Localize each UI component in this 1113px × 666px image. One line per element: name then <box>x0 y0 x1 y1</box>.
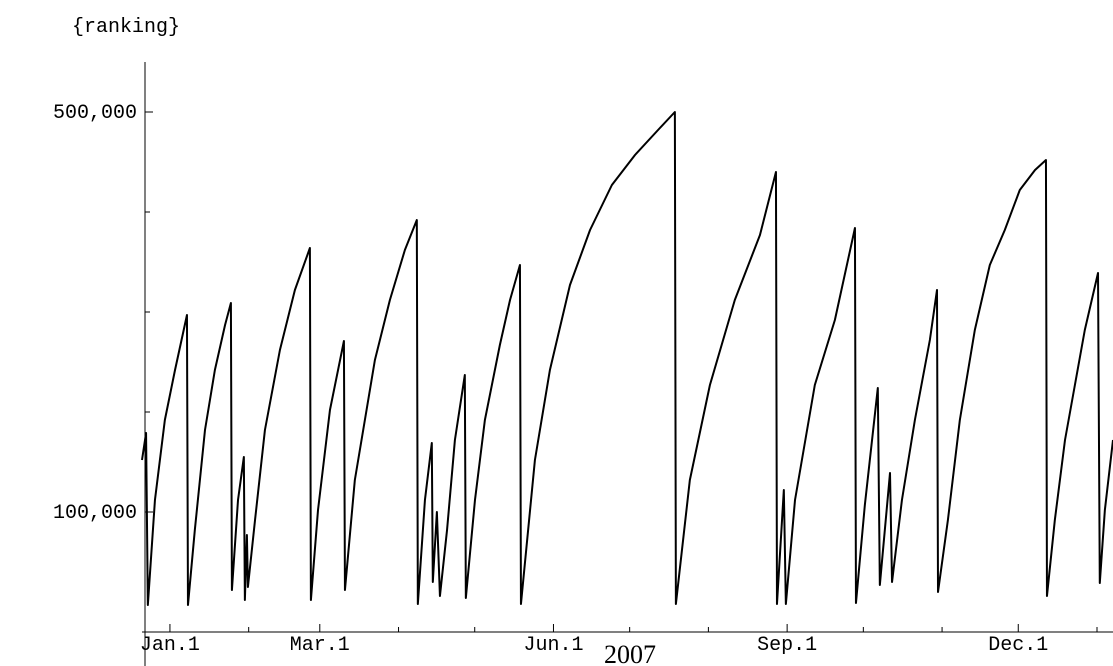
chart-title: {ranking} <box>72 16 180 39</box>
y-tick-label: 100,000 <box>53 502 137 525</box>
x-tick-label: Jun.1 <box>523 634 583 657</box>
x-tick-label: Dec.1 <box>988 634 1048 657</box>
data-line <box>141 111 1113 606</box>
x-tick-label: Jan.1 <box>140 634 200 657</box>
x-axis-label: 2007 <box>604 640 656 666</box>
x-tick-label: Mar.1 <box>290 634 350 657</box>
y-tick-label: 500,000 <box>53 102 137 125</box>
x-tick-label: Sep.1 <box>757 634 817 657</box>
